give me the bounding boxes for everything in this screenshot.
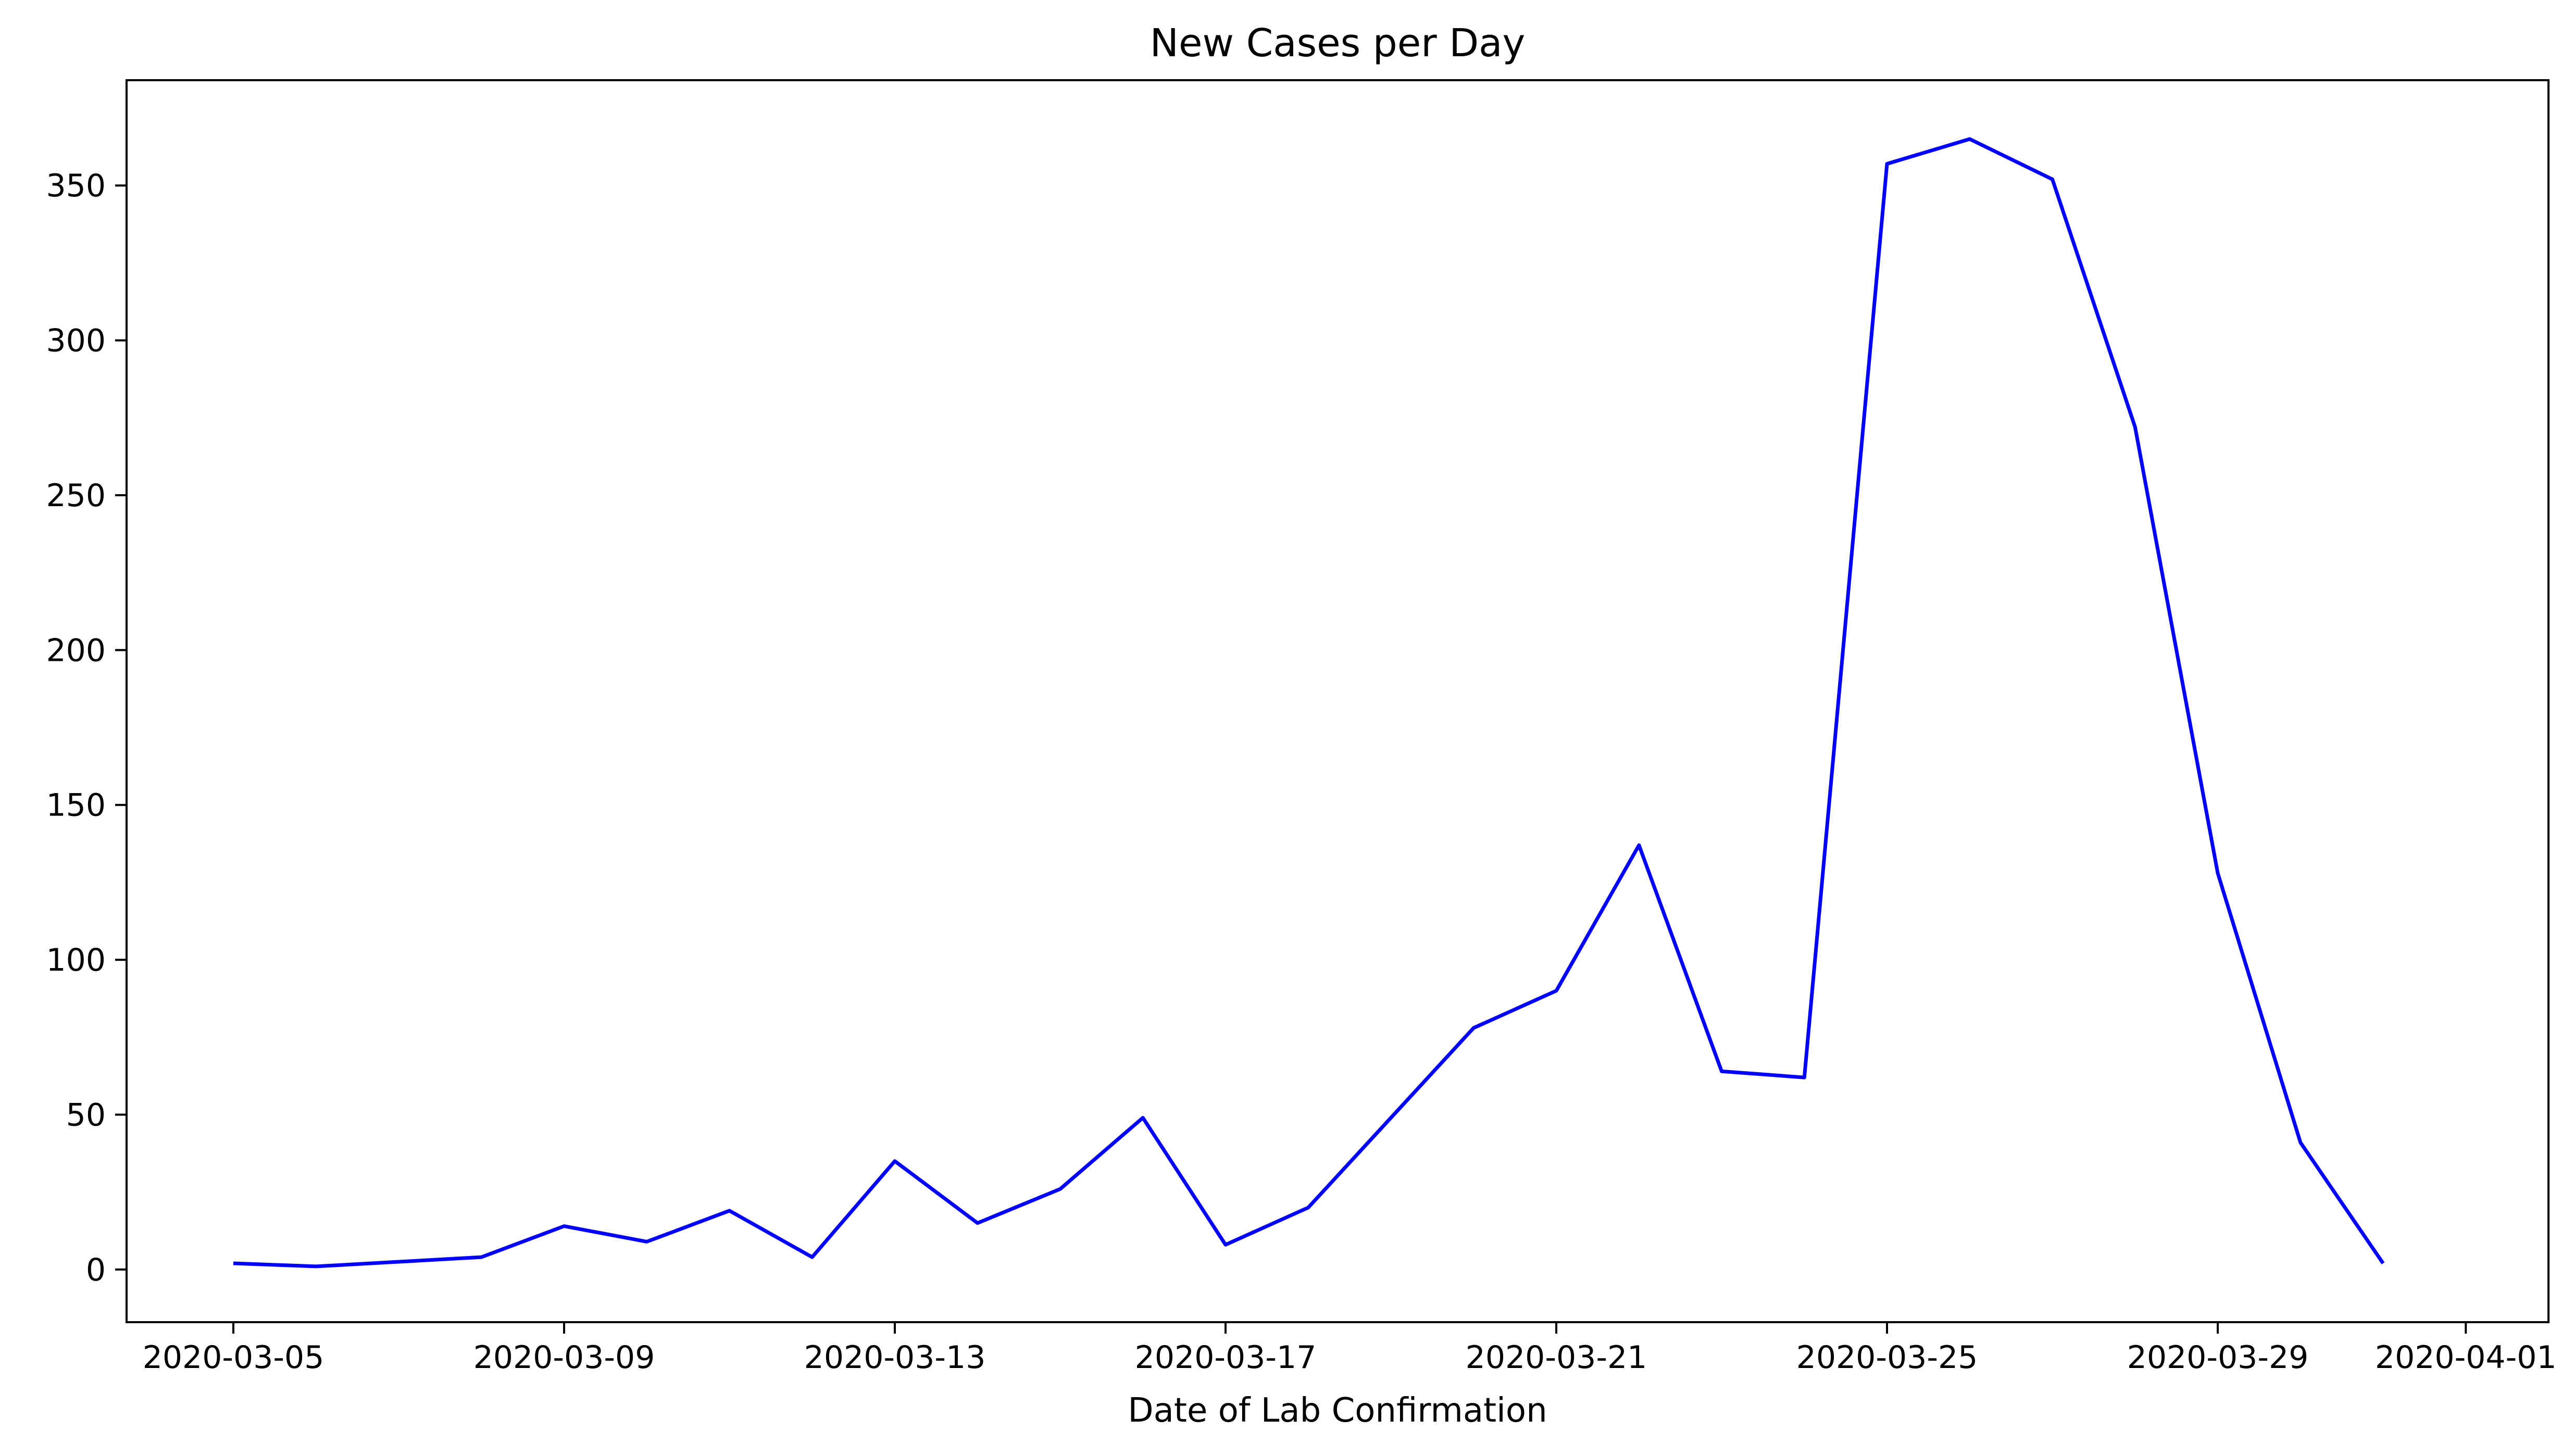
x-tick-label: 2020-03-05 [143,1339,324,1376]
y-tick-label: 100 [46,942,106,978]
y-tick-label: 50 [66,1097,106,1134]
y-tick-label: 250 [46,478,106,514]
chart-title: New Cases per Day [1150,21,1526,66]
y-tick-label: 150 [46,787,106,824]
x-tick-label: 2020-04-01 [2375,1339,2557,1376]
plot-frame [126,79,2550,1323]
plot-area [233,137,2385,1269]
x-tick-label: 2020-03-21 [1466,1339,1647,1376]
y-tick-label: 200 [46,632,106,669]
y-tick-label: 350 [46,168,106,204]
x-tick-label: 2020-03-25 [1796,1339,1978,1376]
x-tick-label: 2020-03-13 [804,1339,986,1376]
y-tick-label: 0 [86,1252,106,1288]
series-line [233,137,2385,1269]
y-axis: 0 50 100 150 200 250 300 350 [46,168,127,1288]
x-tick-label: 2020-03-09 [473,1339,655,1376]
y-tick-label: 300 [46,323,106,359]
x-tick-label: 2020-03-29 [2127,1339,2309,1376]
x-tick-label: 2020-03-17 [1135,1339,1317,1376]
x-axis: 2020-03-05 2020-03-09 2020-03-13 2020-03-17… [143,1322,2557,1376]
x-axis-label: Date of Lab Confirmation [1128,1391,1547,1430]
